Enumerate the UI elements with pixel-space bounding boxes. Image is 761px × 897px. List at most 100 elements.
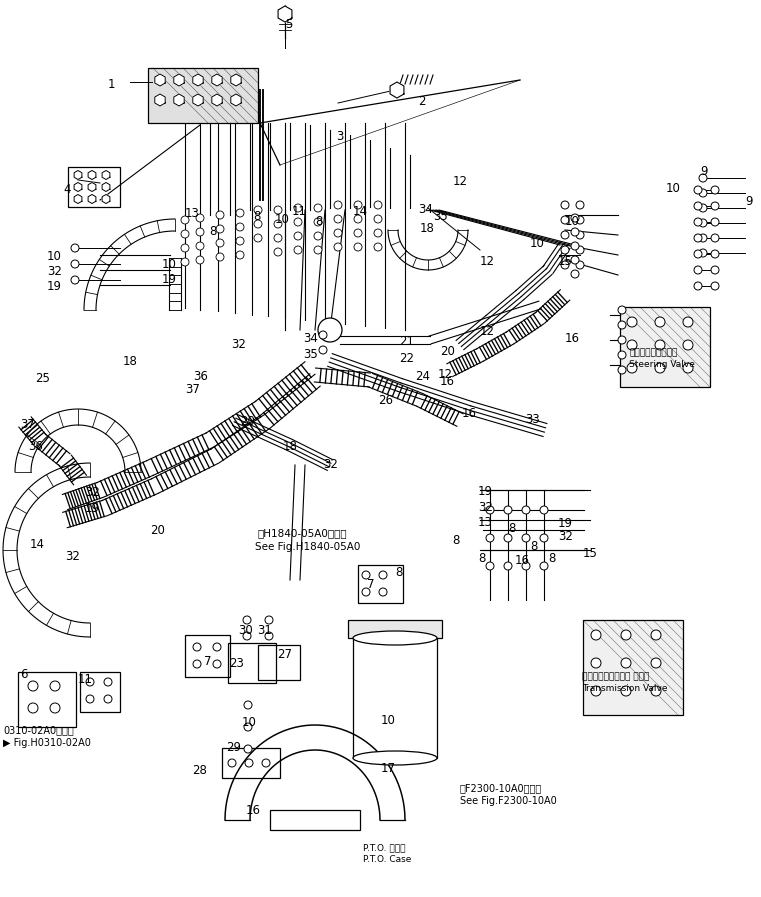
Circle shape xyxy=(699,174,707,182)
Circle shape xyxy=(540,562,548,570)
Circle shape xyxy=(86,695,94,703)
Text: 19: 19 xyxy=(162,273,177,286)
Circle shape xyxy=(318,318,342,342)
Text: 12: 12 xyxy=(438,368,453,381)
Circle shape xyxy=(576,261,584,269)
Circle shape xyxy=(181,258,189,266)
Text: 10: 10 xyxy=(530,237,545,250)
Text: 32: 32 xyxy=(85,486,100,499)
Bar xyxy=(348,620,442,638)
Circle shape xyxy=(354,229,362,237)
Text: 35: 35 xyxy=(433,210,447,223)
Bar xyxy=(68,167,120,207)
Circle shape xyxy=(236,237,244,245)
Text: 12: 12 xyxy=(480,255,495,268)
Circle shape xyxy=(694,202,702,210)
Circle shape xyxy=(262,759,270,767)
Text: 3: 3 xyxy=(336,130,343,143)
Text: 32: 32 xyxy=(478,501,493,514)
Polygon shape xyxy=(74,170,82,179)
Polygon shape xyxy=(102,195,110,204)
Text: 15: 15 xyxy=(583,547,598,560)
Circle shape xyxy=(591,630,601,640)
Circle shape xyxy=(694,186,702,194)
Circle shape xyxy=(621,630,631,640)
Circle shape xyxy=(236,223,244,231)
Circle shape xyxy=(216,253,224,261)
Text: 9: 9 xyxy=(700,165,708,178)
Text: P.T.O. ケース: P.T.O. ケース xyxy=(363,843,406,852)
Circle shape xyxy=(655,363,665,373)
Text: 1: 1 xyxy=(108,78,116,91)
Circle shape xyxy=(104,695,112,703)
Circle shape xyxy=(571,228,579,236)
Text: 19: 19 xyxy=(558,517,573,530)
Text: 2: 2 xyxy=(418,95,425,108)
Circle shape xyxy=(576,201,584,209)
Circle shape xyxy=(618,336,626,344)
Circle shape xyxy=(354,243,362,251)
Bar xyxy=(270,810,360,830)
Circle shape xyxy=(314,232,322,240)
Polygon shape xyxy=(174,94,184,106)
Text: 14: 14 xyxy=(30,538,45,551)
Polygon shape xyxy=(174,74,184,86)
Circle shape xyxy=(196,214,204,222)
Text: 10: 10 xyxy=(275,213,290,226)
Text: 26: 26 xyxy=(378,394,393,407)
Circle shape xyxy=(213,660,221,668)
Text: 8: 8 xyxy=(315,215,323,228)
Circle shape xyxy=(236,209,244,217)
Circle shape xyxy=(274,234,282,242)
Text: 16: 16 xyxy=(462,407,477,420)
Circle shape xyxy=(334,215,342,223)
Polygon shape xyxy=(154,94,165,106)
Text: 8: 8 xyxy=(478,552,486,565)
Text: P.T.O. Case: P.T.O. Case xyxy=(363,855,412,864)
Circle shape xyxy=(711,202,719,210)
Text: 12: 12 xyxy=(480,325,495,338)
Text: 32: 32 xyxy=(558,530,573,543)
Circle shape xyxy=(522,534,530,542)
Text: 31: 31 xyxy=(257,624,272,637)
Text: ▶ Fig.H0310-02A0: ▶ Fig.H0310-02A0 xyxy=(3,738,91,748)
Text: 10: 10 xyxy=(242,716,257,729)
Bar xyxy=(583,620,683,715)
Circle shape xyxy=(618,321,626,329)
Bar xyxy=(620,307,710,387)
Text: 8: 8 xyxy=(452,534,460,547)
Text: 32: 32 xyxy=(323,458,338,471)
Text: 13: 13 xyxy=(185,207,200,220)
Circle shape xyxy=(655,340,665,350)
Circle shape xyxy=(576,216,584,224)
Circle shape xyxy=(314,204,322,212)
Text: 37: 37 xyxy=(185,383,200,396)
Text: Steering Valve: Steering Valve xyxy=(629,360,695,369)
Circle shape xyxy=(522,506,530,514)
Circle shape xyxy=(196,242,204,250)
Circle shape xyxy=(244,701,252,709)
Polygon shape xyxy=(88,170,96,179)
Text: 10: 10 xyxy=(381,714,396,727)
Text: 29: 29 xyxy=(226,741,241,754)
Bar xyxy=(353,638,437,758)
Polygon shape xyxy=(88,182,96,191)
Circle shape xyxy=(699,189,707,197)
Text: 18: 18 xyxy=(283,440,298,453)
Text: 34: 34 xyxy=(418,203,433,216)
Circle shape xyxy=(576,246,584,254)
Circle shape xyxy=(699,234,707,242)
Circle shape xyxy=(236,251,244,259)
Text: See Fig.F2300-10A0: See Fig.F2300-10A0 xyxy=(460,796,557,806)
Circle shape xyxy=(374,201,382,209)
Text: 6: 6 xyxy=(20,668,27,681)
Text: 8: 8 xyxy=(253,210,260,223)
Text: 第H1840-05A0図参照: 第H1840-05A0図参照 xyxy=(258,528,348,538)
Text: 24: 24 xyxy=(415,370,430,383)
Bar xyxy=(18,672,76,727)
Text: 8: 8 xyxy=(395,566,403,579)
Bar xyxy=(228,643,276,683)
Circle shape xyxy=(374,243,382,251)
Circle shape xyxy=(374,215,382,223)
Text: トランスミッション バルブ: トランスミッション バルブ xyxy=(582,672,649,681)
